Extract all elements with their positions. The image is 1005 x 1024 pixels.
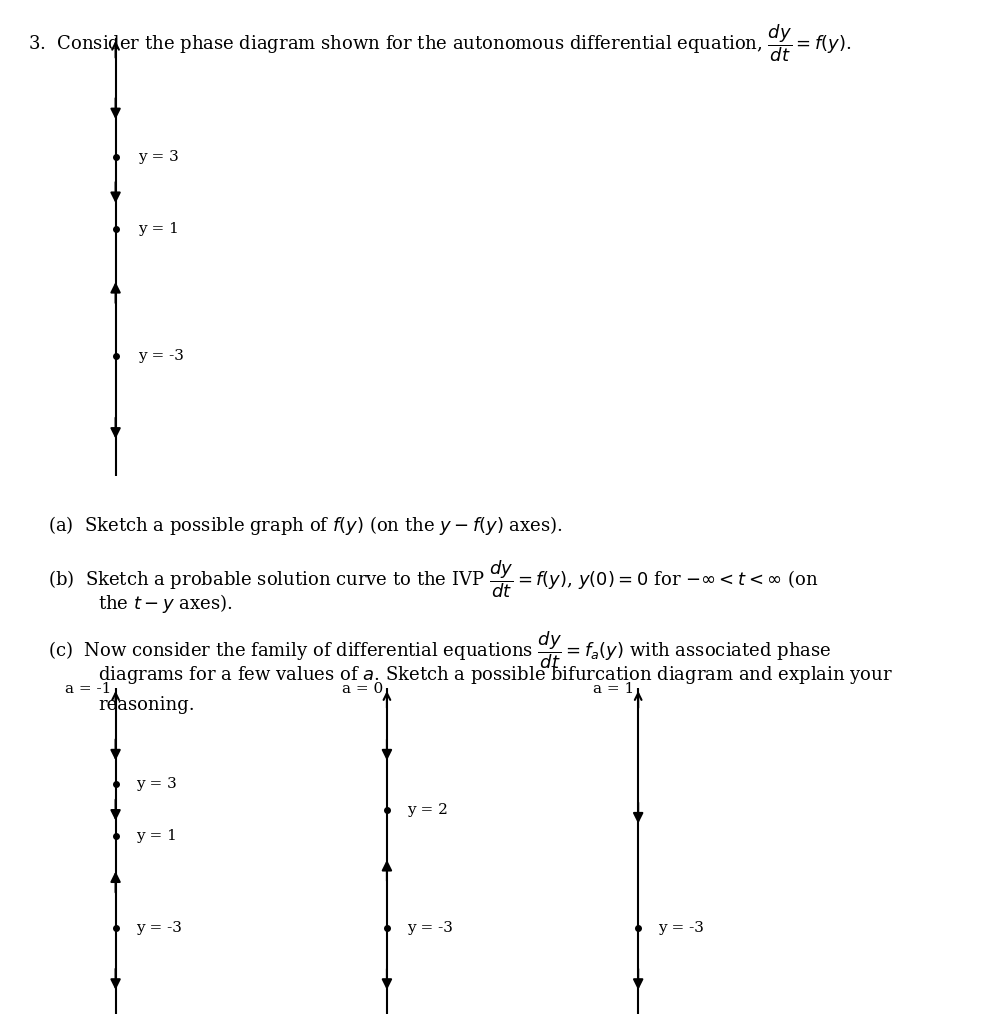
Text: reasoning.: reasoning. [98,696,195,715]
Text: y = -3: y = -3 [136,921,182,935]
Text: (b)  Sketch a probable solution curve to the IVP $\dfrac{dy}{dt} = f(y)$, $y(0) : (b) Sketch a probable solution curve to … [48,558,819,600]
Text: y = 1: y = 1 [138,221,179,236]
Text: diagrams for a few values of $a$. Sketch a possible bifurcation diagram and expl: diagrams for a few values of $a$. Sketch… [98,664,893,685]
Text: 3.  Consider the phase diagram shown for the autonomous differential equation, $: 3. Consider the phase diagram shown for … [28,23,851,65]
Text: y = -3: y = -3 [658,921,705,935]
Text: y = -3: y = -3 [407,921,453,935]
Text: y = 3: y = 3 [138,150,179,164]
Text: y = 2: y = 2 [407,803,448,817]
Text: y = -3: y = -3 [138,349,184,364]
Text: (c)  Now consider the family of differential equations $\dfrac{dy}{dt} = f_a(y)$: (c) Now consider the family of different… [48,630,832,672]
Text: a = 1: a = 1 [593,682,634,696]
Text: (a)  Sketch a possible graph of $f(y)$ (on the $y - f(y)$ axes).: (a) Sketch a possible graph of $f(y)$ (o… [48,514,563,537]
Text: y = 3: y = 3 [136,777,177,792]
Text: the $t - y$ axes).: the $t - y$ axes). [98,592,233,614]
Text: a = -1: a = -1 [65,682,112,696]
Text: a = 0: a = 0 [342,682,383,696]
Text: y = 1: y = 1 [136,829,177,843]
